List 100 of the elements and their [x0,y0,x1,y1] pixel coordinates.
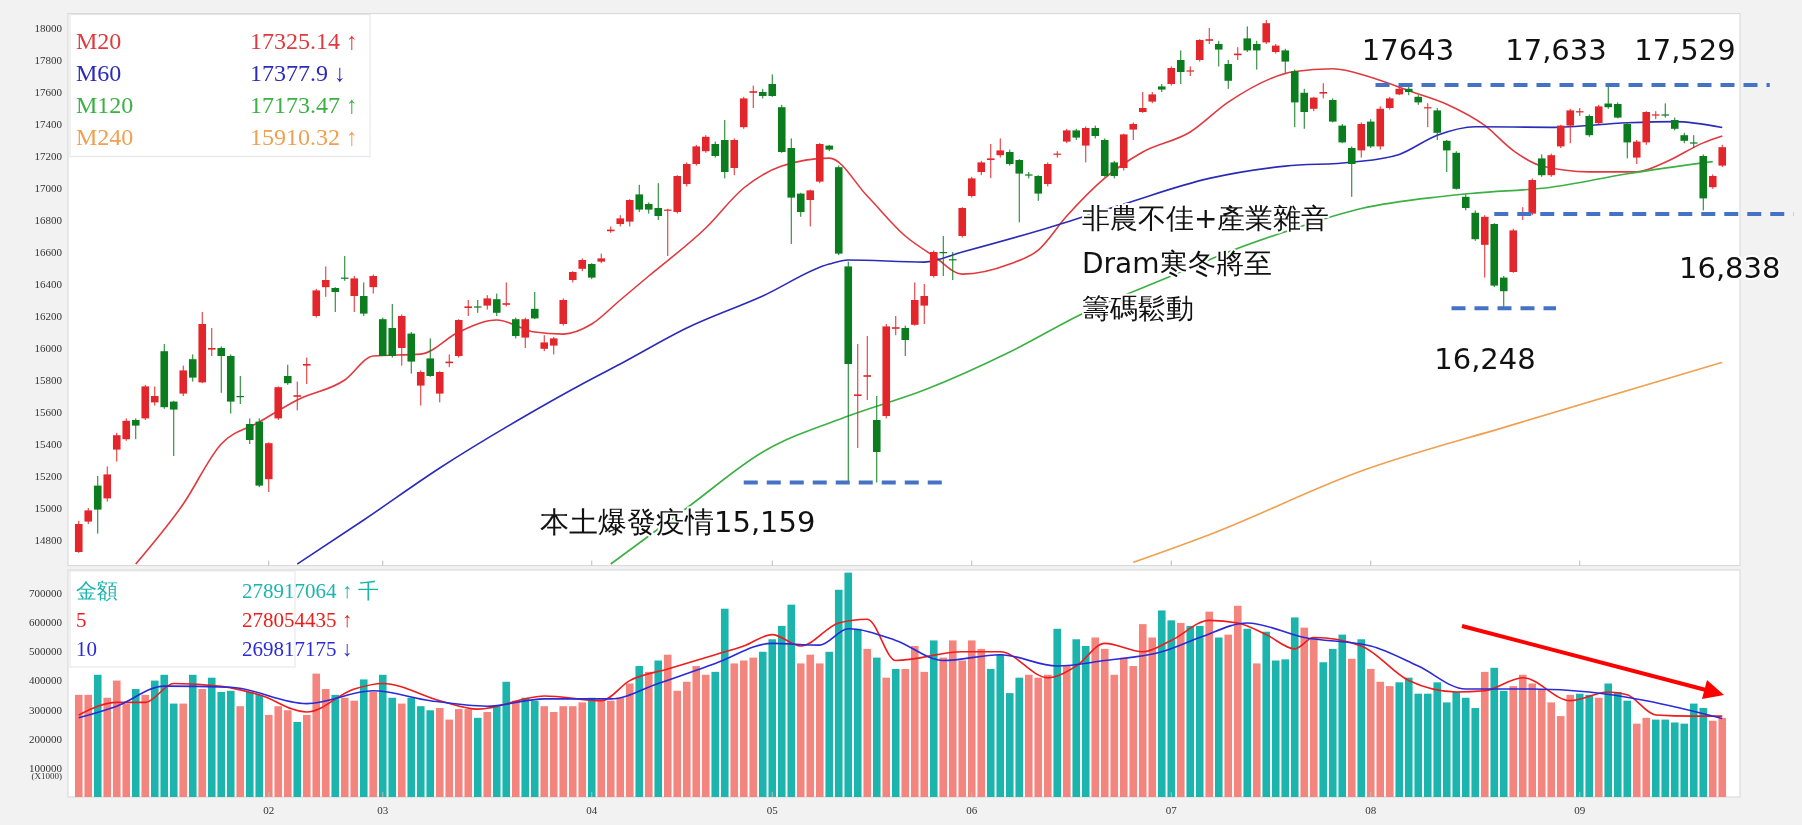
bar [701,674,710,797]
candlestick [749,85,758,109]
bar [1490,667,1499,797]
candlestick [350,275,359,313]
text: M20 [76,27,122,54]
bar [1499,690,1508,797]
candlestick [1243,25,1252,53]
x-tick-label: 04 [586,804,598,816]
bar [1480,671,1489,797]
y-tick-label: 16200 [34,309,63,322]
bar [1252,663,1261,797]
bar [293,721,302,797]
y-tick-label: 18000 [34,21,63,34]
candlestick [331,286,340,313]
bar [540,706,549,797]
bar [711,671,720,797]
candlestick [1718,144,1727,168]
bar [1186,625,1195,797]
annotation: 278917064 ↑ 千 [242,579,379,603]
bar [1205,611,1214,797]
bar [891,668,900,797]
annotation: 17173.47 ↑ [250,91,358,118]
y-tick-label: 600000 [29,616,63,629]
x-tick-label: 02 [263,804,275,816]
annotation: 17,529 [1634,33,1736,67]
bar [1195,625,1204,797]
candlestick [1281,48,1290,74]
text: M120 [76,91,134,118]
bar [141,694,150,797]
candlestick [996,137,1005,159]
bar [1233,605,1242,797]
ref-line-label: 16,838 [1679,251,1781,285]
bar [1290,617,1299,797]
candlestick [150,385,159,407]
candlestick [559,297,568,327]
y-tick-label: 700000 [29,587,63,600]
annotation: 15910.32 ↑ [250,123,358,150]
y-tick-label: 17800 [34,53,63,66]
bar [103,697,112,797]
candlestick [1585,113,1594,138]
x-tick-label: 06 [966,804,978,816]
bar [825,651,834,797]
bar [359,679,368,797]
bar [654,660,663,797]
candlestick [293,381,302,411]
bar [1347,658,1356,797]
bar [1091,637,1100,797]
bar [473,717,482,797]
annotation: 269817175 ↓ [242,637,353,661]
candlestick [1347,145,1356,198]
bar [369,691,378,797]
candlestick [863,335,872,401]
candlestick [692,144,701,167]
y-tick-label: 16400 [34,277,63,290]
bar [511,700,520,797]
bar [236,706,245,797]
bar [1309,637,1318,797]
annotation: 17377.9 ↓ [250,59,346,86]
bar [1594,697,1603,797]
x-tick-label: 07 [1165,804,1178,816]
y-tick-label: 500000 [29,645,63,658]
candlestick [1499,275,1508,309]
bar [1243,628,1252,797]
bar [644,671,653,797]
x-tick-label: 09 [1574,804,1586,816]
candlestick [188,353,197,383]
candlestick [1224,59,1233,90]
candlestick [1252,40,1261,71]
bar [131,689,140,797]
candlestick [1338,123,1347,144]
ref-line-label: 17643 [1361,33,1455,67]
candlestick [359,281,368,317]
bar [1300,627,1309,797]
candlestick [967,176,976,199]
bar [530,700,539,797]
y-tick-label: 16000 [34,341,63,354]
bar [1081,645,1090,797]
candlestick [502,281,511,307]
candlestick [369,273,378,295]
candlestick [1632,139,1641,165]
bar [1053,628,1062,797]
candlestick [1214,40,1223,67]
candlestick [492,293,501,317]
candlestick [1176,49,1185,85]
x-tick-label: 03 [377,804,389,816]
candlestick [1043,161,1052,187]
bar [521,697,530,797]
y-tick-label: 17600 [34,85,63,98]
candlestick [217,345,226,394]
bar [929,640,938,797]
candlestick [179,365,188,397]
bar [1262,631,1271,797]
y-tick-label: 200000 [29,732,63,745]
bar [597,700,606,797]
bar [321,689,330,797]
candlestick [1138,91,1147,114]
candlestick [796,192,805,218]
candlestick [131,417,140,440]
y-tick-label: 16600 [34,245,63,258]
bar [1062,666,1071,797]
